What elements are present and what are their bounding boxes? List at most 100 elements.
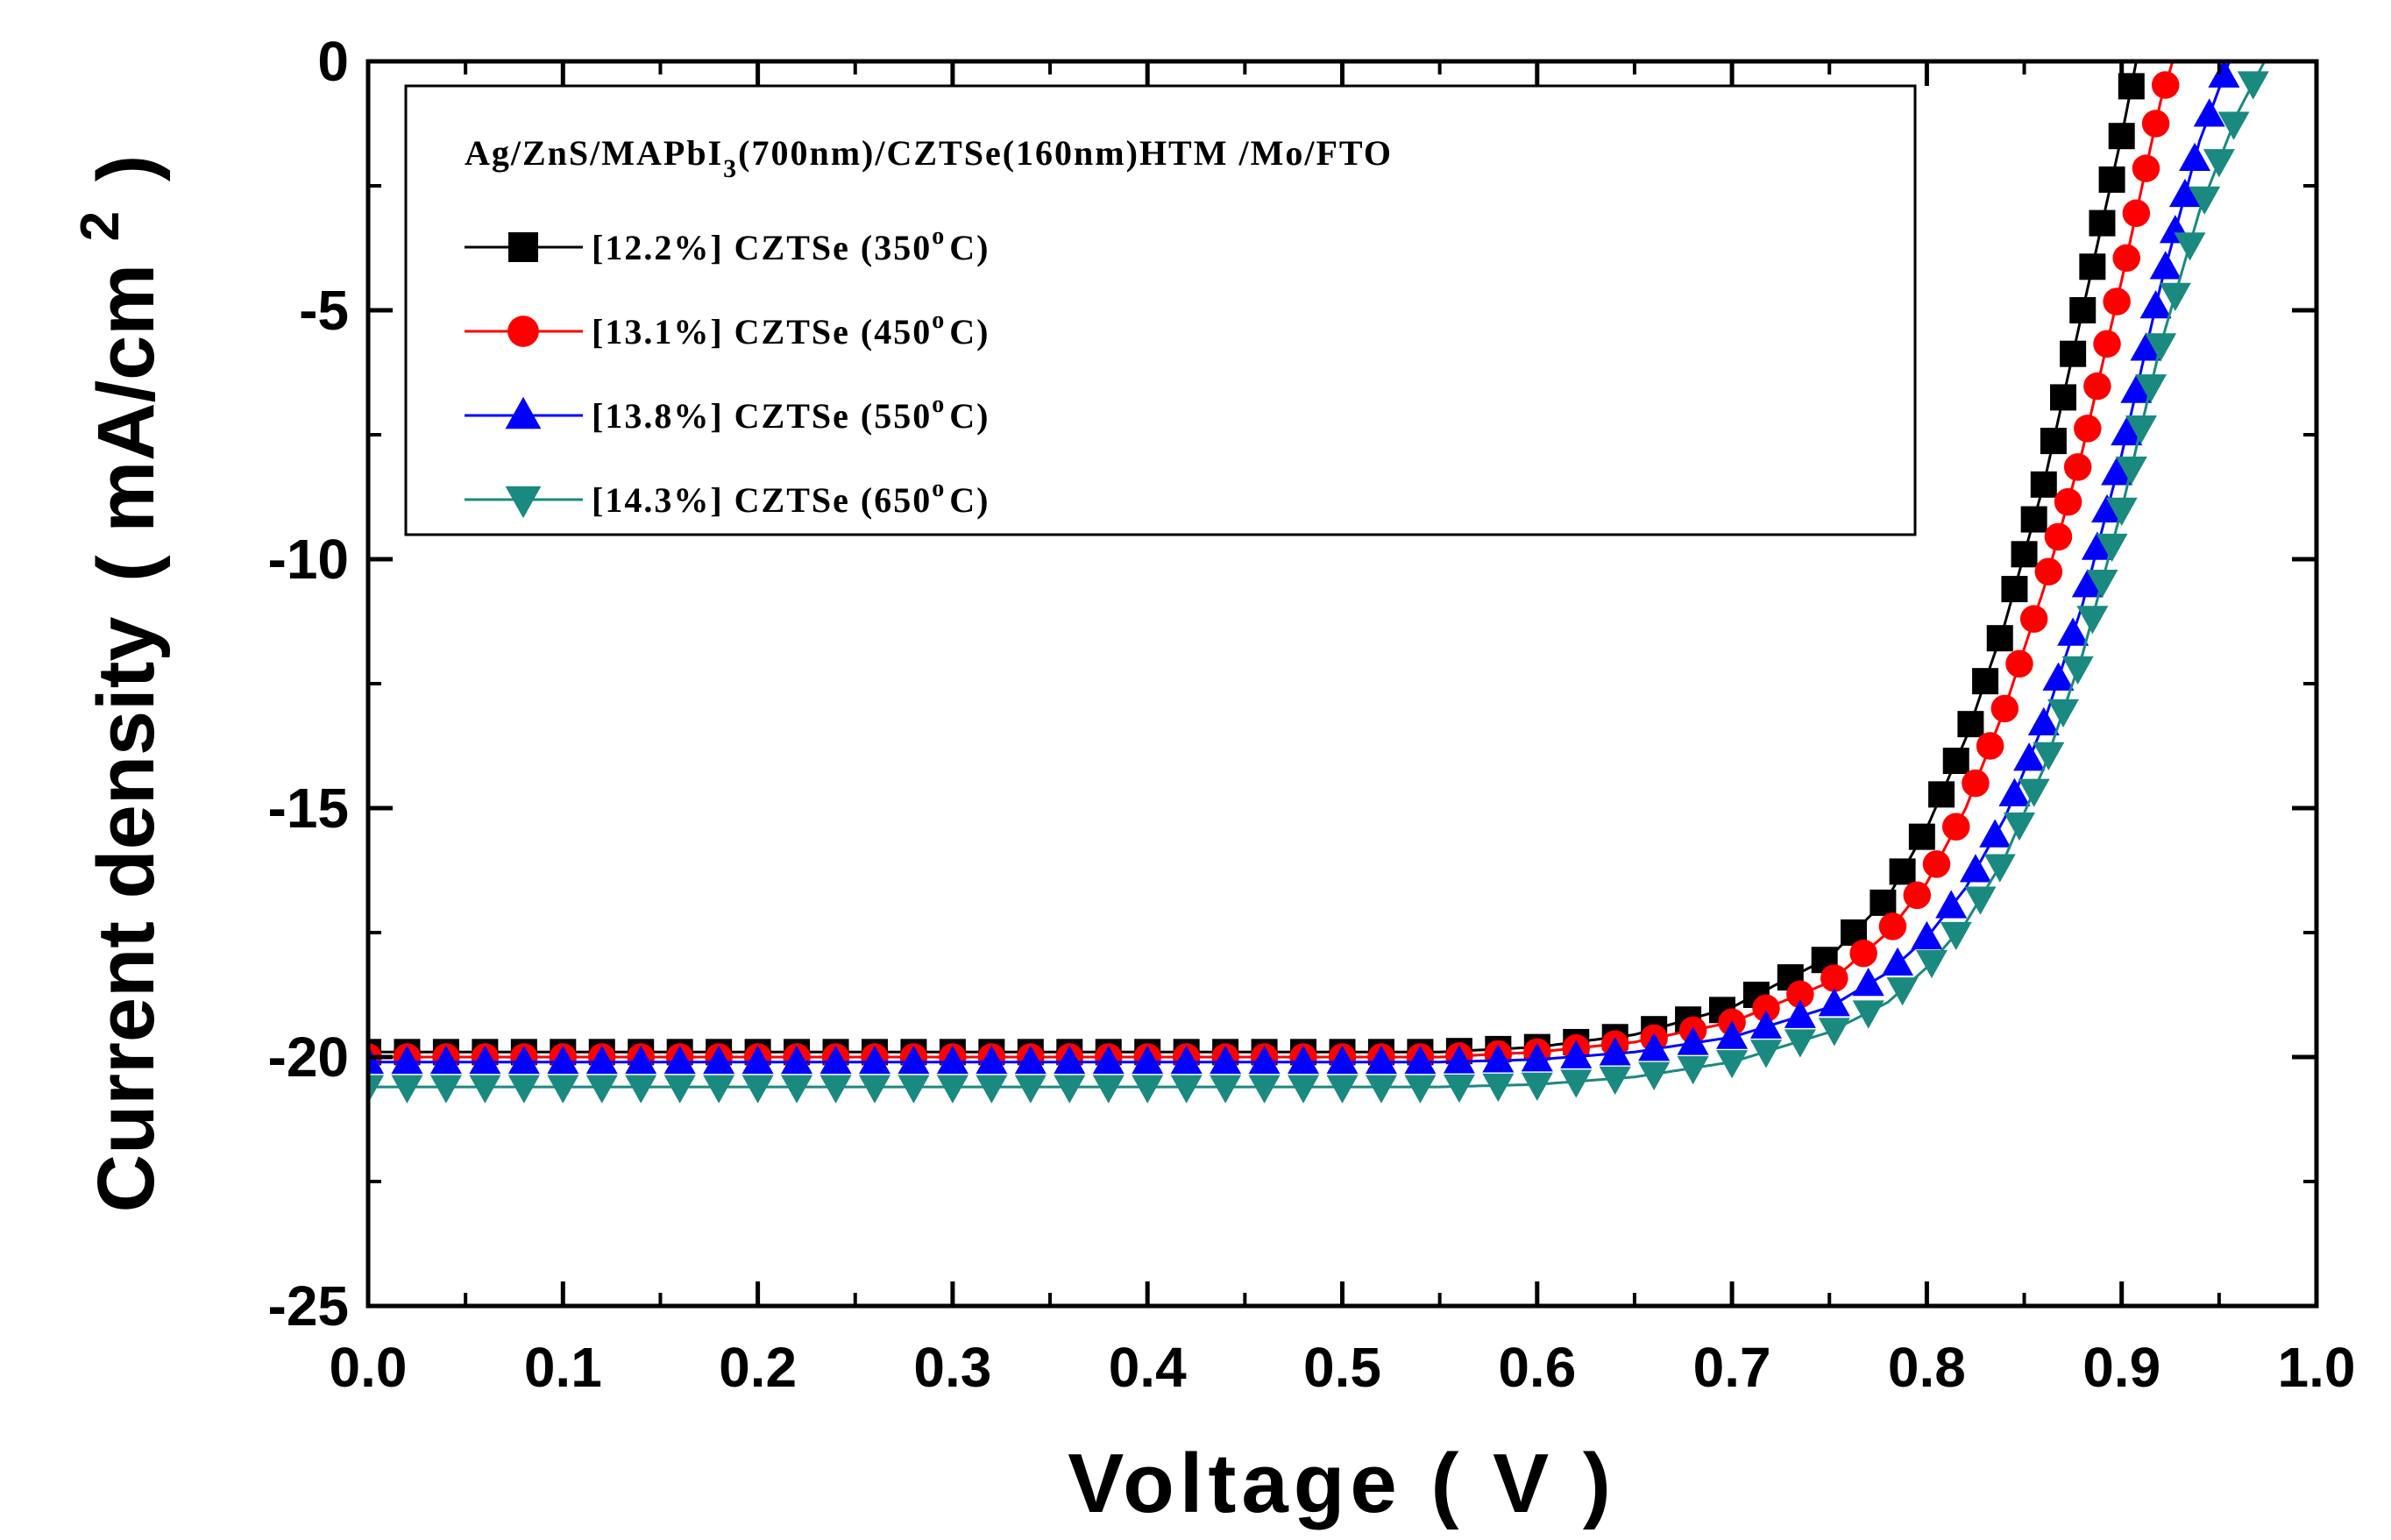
data-point	[2071, 569, 2104, 598]
legend-entries: [12.2%] CZTSe (350o C) [13.1%] CZTSe (450 o…	[465, 223, 990, 520]
data-point	[1638, 1061, 1671, 1091]
data-point	[2001, 576, 2028, 603]
data-point	[1092, 1075, 1125, 1104]
x-tick-label: 0.8	[1888, 1336, 1966, 1399]
legend-box	[404, 84, 1917, 536]
data-point	[898, 1075, 930, 1104]
data-point	[1976, 732, 2004, 760]
data-point	[1092, 1045, 1125, 1075]
legend-header-rest: (700nm)/CZTSe(160nm)HTM /Mo/FTO	[738, 133, 1393, 173]
data-point	[2159, 282, 2191, 311]
data-point	[1560, 1040, 1593, 1068]
data-point	[1560, 1069, 1593, 1098]
data-point	[1170, 1045, 1203, 1075]
data-point	[1998, 777, 2031, 806]
data-point	[1482, 1073, 1515, 1103]
data-point	[819, 1045, 852, 1075]
data-point	[2093, 330, 2121, 358]
data-point	[1054, 1075, 1086, 1104]
data-point	[2089, 209, 2116, 237]
data-point	[547, 1045, 579, 1075]
data-point	[1942, 748, 1969, 775]
legend-entry-1: [12.2%] CZTSe (350o C)	[465, 223, 988, 267]
data-point	[2034, 557, 2063, 585]
data-point	[1365, 1045, 1397, 1075]
data-point	[1677, 1026, 1709, 1055]
data-point	[663, 1045, 696, 1075]
legend-label-sup: o	[932, 223, 946, 250]
legend-header: Ag/ZnS/MAPbI3(700nm)/CZTSe(160nm)HTM /Mo…	[465, 133, 1393, 183]
data-point	[429, 1075, 462, 1104]
data-point	[858, 1045, 890, 1075]
data-point	[2179, 142, 2211, 171]
x-tick-label: 0.7	[1693, 1336, 1771, 1399]
data-point	[1210, 1045, 1242, 1075]
data-point	[703, 1075, 735, 1104]
data-point	[976, 1045, 1008, 1075]
data-point	[1599, 1037, 1631, 1066]
legend-label: [13.8%] CZTSe (550o C)	[592, 391, 990, 436]
data-point	[1365, 1075, 1397, 1104]
data-point	[1911, 920, 1943, 950]
data-point	[1599, 1066, 1631, 1096]
y-axis-title-sup: 2	[70, 211, 131, 241]
legend-entry-3: [13.8%] CZTSe (550o C)	[465, 391, 990, 436]
legend-marker	[505, 396, 542, 429]
data-point	[2027, 706, 2060, 735]
data-point	[469, 1075, 501, 1104]
data-point	[2217, 111, 2250, 140]
data-point	[2141, 110, 2170, 138]
data-point	[2030, 471, 2057, 498]
series-3	[368, 61, 2240, 1075]
data-point	[1820, 964, 1848, 992]
data-point	[1752, 994, 1780, 1023]
x-tick-label: 0.4	[1109, 1336, 1187, 1399]
data-point	[1638, 1033, 1671, 1061]
data-point	[2061, 656, 2094, 685]
data-point	[1915, 949, 1948, 979]
data-point	[1928, 781, 1955, 808]
data-point	[2069, 297, 2097, 323]
data-point	[1404, 1075, 1437, 1104]
data-point	[1326, 1045, 1359, 1075]
data-point	[1940, 921, 1972, 951]
data-point	[2111, 416, 2143, 446]
legend-marker	[508, 232, 538, 262]
data-point	[391, 1075, 423, 1104]
data-point	[2054, 487, 2082, 516]
legend-header-main: Ag/ZnS/MAPbI	[465, 133, 723, 173]
data-point	[1014, 1075, 1047, 1104]
data-point	[585, 1075, 618, 1104]
x-tick-label: 0.1	[524, 1336, 602, 1399]
data-point	[2020, 506, 2047, 533]
data-point	[2120, 374, 2153, 403]
x-tick-label: 0.9	[2082, 1336, 2160, 1399]
data-point	[2096, 533, 2128, 563]
x-tick-label: 0.5	[1303, 1336, 1381, 1399]
data-point	[2081, 531, 2113, 560]
data-point	[2112, 244, 2141, 273]
y-tick-label: -20	[268, 1025, 350, 1089]
legend-label-main: [13.1%] CZTSe (450	[592, 312, 932, 351]
data-point	[2130, 332, 2162, 361]
data-point	[2063, 453, 2092, 481]
y-axis-title: Current density ( mA/cm 2 )	[46, 155, 171, 1213]
data-point	[2122, 199, 2151, 227]
data-point	[1878, 912, 1907, 940]
legend-label-main: [14.3%] CZTSe (650	[592, 480, 932, 520]
y-tick-label: 0	[317, 30, 349, 93]
y-axis-title-unit: ( mA/cm	[82, 264, 171, 582]
series-layer	[368, 61, 2274, 1104]
data-point	[1889, 858, 1916, 885]
data-point	[936, 1045, 968, 1075]
data-point	[1132, 1075, 1164, 1104]
data-point	[2040, 428, 2067, 455]
data-point	[1870, 889, 1897, 916]
data-point	[547, 1075, 579, 1104]
data-point	[663, 1075, 696, 1104]
data-point	[1248, 1075, 1281, 1104]
legend-label-end: C)	[949, 312, 990, 351]
data-point	[2108, 123, 2135, 150]
data-point	[1521, 1043, 1553, 1072]
